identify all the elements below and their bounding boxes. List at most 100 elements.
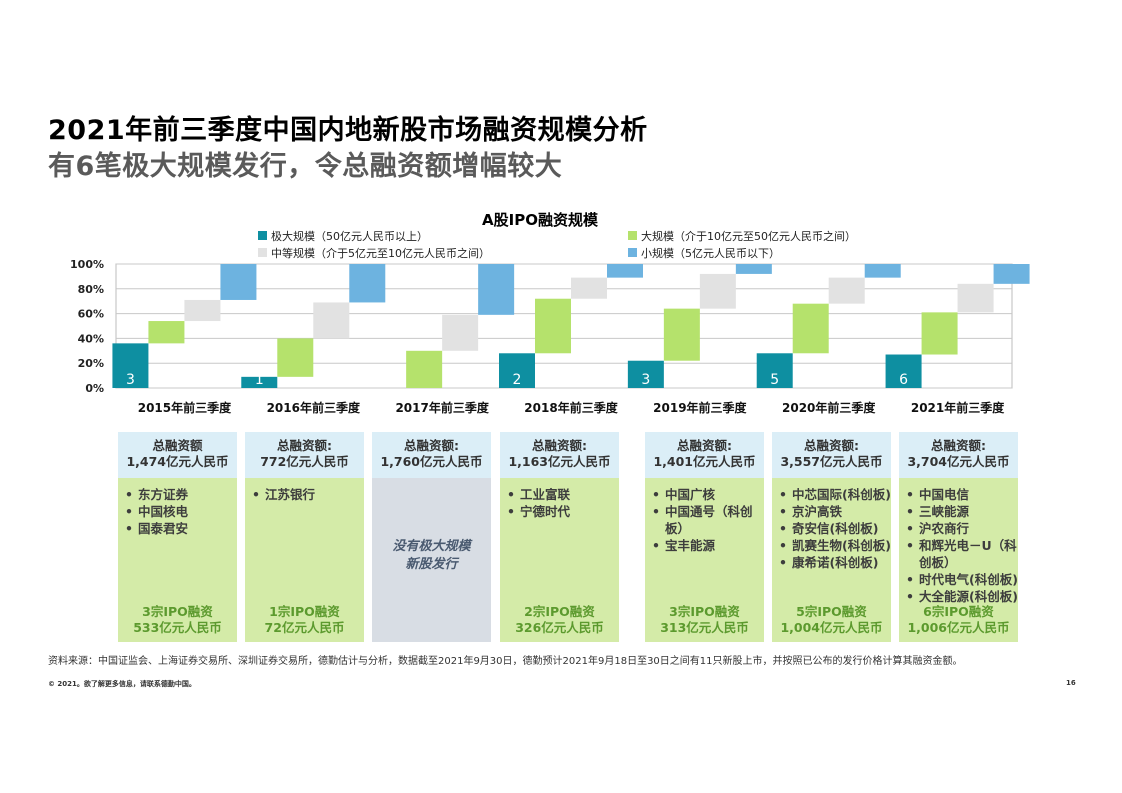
deal-item: 中国电信 xyxy=(905,486,1018,503)
deal-card: 总融资额: 1,760亿元人民币没有极大规模 新股发行 xyxy=(372,432,491,642)
page-number: 16 xyxy=(1066,679,1076,687)
x-tick-label: 2017年前三季度 xyxy=(395,400,489,415)
bar-m-3 xyxy=(571,277,607,299)
deal-item: 东方证券 xyxy=(124,486,237,503)
bar-l-3 xyxy=(535,298,571,354)
x-tick-label: 2015年前三季度 xyxy=(138,400,232,415)
total-financing: 总融资额: 1,401亿元人民币 xyxy=(645,432,764,478)
deal-item: 中国广核 xyxy=(651,486,764,503)
deal-item: 和辉光电－U（科创板） xyxy=(905,537,1018,571)
deal-count: 2宗IPO融资 xyxy=(524,604,595,619)
deal-summary: 1宗IPO融资 72亿元人民币 xyxy=(245,604,364,636)
chart-bars: 3 1 2 3 5 6 xyxy=(112,264,1030,388)
bar-count-label: 5 xyxy=(770,372,779,388)
deal-list: 中芯国际(科创板)京沪高铁奇安信(科创板)凯赛生物(科创板)康希诺(科创板) 5宗… xyxy=(772,478,891,642)
deal-amount: 1,006亿元人民币 xyxy=(907,620,1010,635)
y-tick-label: 60% xyxy=(78,308,104,321)
deal-item: 康希诺(科创板) xyxy=(778,554,891,571)
deal-item: 大全能源(科创板) xyxy=(905,588,1018,605)
total-value: 1,163亿元人民币 xyxy=(508,454,611,469)
bar-m-2 xyxy=(442,314,479,351)
x-tick-label: 2019年前三季度 xyxy=(653,400,747,415)
deal-card: 总融资额:3,557亿元人民币中芯国际(科创板)京沪高铁奇安信(科创板)凯赛生物… xyxy=(772,432,891,642)
total-label: 总融资额: xyxy=(677,438,732,453)
deal-summary: 3宗IPO融资 533亿元人民币 xyxy=(118,604,237,636)
bar-l-5 xyxy=(792,303,829,354)
deal-amount: 313亿元人民币 xyxy=(660,620,749,635)
deal-item: 沪农商行 xyxy=(905,520,1018,537)
bar-s-2 xyxy=(478,264,515,315)
legend-label-s: 小规模（5亿元人民币以下） xyxy=(641,246,780,260)
no-deal-line: 没有极大规模 xyxy=(392,539,471,554)
deal-list: 没有极大规模 新股发行 xyxy=(372,478,491,642)
deal-amount: 72亿元人民币 xyxy=(264,620,345,635)
bar-s-1 xyxy=(349,264,386,303)
bar-l-6 xyxy=(921,312,958,355)
x-tick-label: 2016年前三季度 xyxy=(267,400,361,415)
deal-amount: 326亿元人民币 xyxy=(515,620,604,635)
bar-count-label: 1 xyxy=(255,372,264,388)
bar-count-label: 3 xyxy=(641,372,650,388)
copyright: © 2021。欲了解更多信息，请联系德勤中国。 xyxy=(48,680,196,688)
deal-count: 6宗IPO融资 xyxy=(923,604,994,619)
deal-summary: 2宗IPO融资 326亿元人民币 xyxy=(500,604,619,636)
deal-list: 中国电信三峡能源沪农商行和辉光电－U（科创板）时代电气(科创板)大全能源(科创板… xyxy=(899,478,1018,642)
total-label: 总融资额: xyxy=(931,438,986,453)
deal-card: 总融资额:1,401亿元人民币中国广核中国通号（科创板）宝丰能源 3宗IPO融资3… xyxy=(645,432,764,642)
chart-title: A股IPO融资规模 xyxy=(482,211,599,229)
total-value: 3,704亿元人民币 xyxy=(907,454,1010,469)
deal-item: 宝丰能源 xyxy=(651,537,764,554)
chart-x-labels: 2015年前三季度 2016年前三季度 2017年前三季度 2018年前三季度 2019… xyxy=(138,400,1006,415)
deal-item: 奇安信(科创板) xyxy=(778,520,891,537)
bar-m-0 xyxy=(184,299,221,322)
total-value: 3,557亿元人民币 xyxy=(780,454,883,469)
deal-item: 凯赛生物(科创板) xyxy=(778,537,891,554)
bar-s-5 xyxy=(864,264,901,278)
total-financing: 总融资额: 1,163亿元人民币 xyxy=(500,432,619,478)
deal-item: 宁德时代 xyxy=(506,503,619,520)
total-label: 总融资额 xyxy=(152,438,203,453)
total-financing: 总融资额: 1,760亿元人民币 xyxy=(372,432,491,478)
deal-item: 中国通号（科创板） xyxy=(651,503,764,537)
bar-l-2 xyxy=(406,350,443,388)
total-label: 总融资额: xyxy=(532,438,587,453)
deal-item: 三峡能源 xyxy=(905,503,1018,520)
no-deal-note: 没有极大规模 新股发行 xyxy=(372,538,491,574)
bar-xl-0 xyxy=(112,343,149,388)
chart-legend: 极大规模（50亿元人民币以上） 大规模（介于10亿元至50亿元人民币之间） 中等规模… xyxy=(258,229,856,260)
bar-m-5 xyxy=(828,277,865,304)
bar-xl-4 xyxy=(627,360,664,388)
legend-swatch-m xyxy=(258,248,267,257)
deal-count: 3宗IPO融资 xyxy=(669,604,740,619)
y-tick-label: 80% xyxy=(78,283,104,296)
deal-item: 工业富联 xyxy=(506,486,619,503)
total-financing: 总融资额: 3,557亿元人民币 xyxy=(772,432,891,478)
bar-count-label: 6 xyxy=(899,372,908,388)
y-tick-label: 40% xyxy=(78,332,104,345)
bar-s-6 xyxy=(993,264,1030,284)
deal-card: 总融资额:3,704亿元人民币中国电信三峡能源沪农商行和辉光电－U（科创板）时代… xyxy=(899,432,1018,642)
legend-label-xl: 极大规模（50亿元人民币以上） xyxy=(271,229,428,243)
total-financing: 总融资额: 772亿元人民币 xyxy=(245,432,364,478)
deal-count: 3宗IPO融资 xyxy=(142,604,213,619)
y-tick-label: 20% xyxy=(78,357,104,370)
bar-xl-3 xyxy=(499,353,535,388)
bar-s-3 xyxy=(607,264,643,278)
ipo-chart: A股IPO融资规模 极大规模（50亿元人民币以上） 大规模（介于10亿元至50亿元… xyxy=(70,211,1030,415)
bar-xl-1 xyxy=(241,376,278,388)
bar-count-label: 3 xyxy=(126,372,135,388)
total-label: 总融资额: xyxy=(277,438,332,453)
deal-count: 1宗IPO融资 xyxy=(269,604,340,619)
legend-label-l: 大规模（介于10亿元至50亿元人民币之间） xyxy=(641,229,856,243)
total-value: 772亿元人民币 xyxy=(260,454,349,469)
bar-l-4 xyxy=(663,308,700,361)
bar-l-1 xyxy=(277,338,314,377)
deal-item: 中芯国际(科创板) xyxy=(778,486,891,503)
total-label: 总融资额: xyxy=(404,438,459,453)
